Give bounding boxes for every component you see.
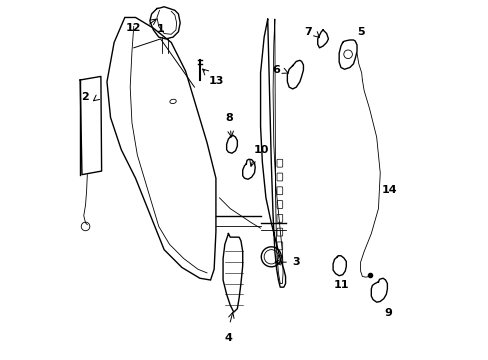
Text: 6: 6 <box>272 65 280 75</box>
Text: 1: 1 <box>156 23 164 33</box>
Text: 11: 11 <box>332 280 348 290</box>
Text: 3: 3 <box>292 257 300 267</box>
Text: 10: 10 <box>254 145 269 155</box>
Text: 2: 2 <box>81 92 89 102</box>
Text: 8: 8 <box>225 113 233 123</box>
Text: 4: 4 <box>224 333 232 343</box>
Text: 12: 12 <box>126 23 142 33</box>
Text: 9: 9 <box>384 308 391 318</box>
Text: 5: 5 <box>356 27 364 37</box>
Text: 7: 7 <box>303 27 311 37</box>
Text: 14: 14 <box>381 185 396 195</box>
Text: 13: 13 <box>208 76 224 86</box>
